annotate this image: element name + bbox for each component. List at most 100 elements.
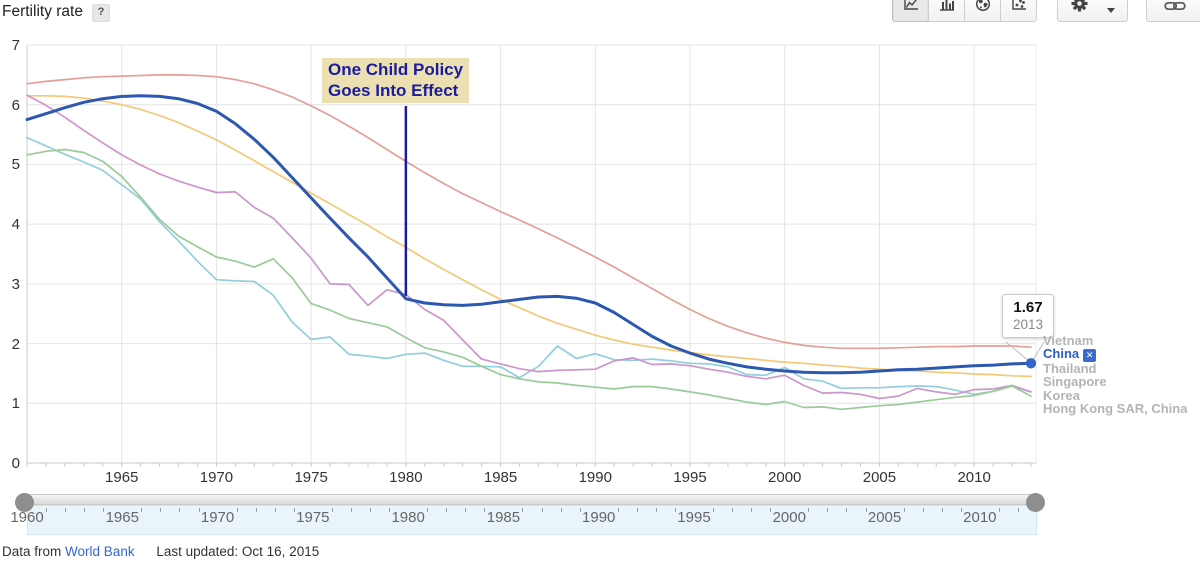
timeline-year-label: 1995 [677,509,711,526]
series-line-singapore[interactable] [26,136,1032,396]
timeline-tick [1017,508,1019,512]
timeline-tick [160,508,162,512]
chart-svg[interactable] [0,0,1200,492]
globe-icon [975,0,991,17]
x-axis-label: 1975 [294,469,328,486]
legend-item-singapore[interactable]: Singapore [1043,375,1187,388]
timeline-tick [46,508,48,512]
timeline-tick [922,508,924,512]
legend-item-china[interactable]: China ✕ [1043,346,1187,363]
timeline-year-label: 1975 [296,509,330,526]
slider-handle-left[interactable] [15,493,34,512]
gear-icon [1071,0,1088,17]
series-line-thailand[interactable] [26,94,1032,378]
timeline-year-label: 1990 [582,509,616,526]
tooltip-leader-line [1005,341,1030,362]
tooltip-value: 1.67 [1013,299,1043,316]
timeline-year-label: 2005 [867,509,902,526]
annotation-line1: One Child Policy [328,60,464,79]
y-axis-label: 4 [11,216,20,234]
legend-label: Hong Kong SAR, China [1043,400,1188,416]
timeline-tick [84,508,86,512]
timeline-year-label: 2000 [772,509,806,526]
slider-handle-right[interactable] [1026,493,1045,512]
y-axis-label: 2 [11,335,20,353]
timeline-tick [560,508,562,512]
line-chart-icon [902,0,919,17]
timeline-tick [179,508,181,512]
x-axis-label: 2010 [957,469,991,486]
help-button[interactable]: ? [92,4,110,22]
x-axis-label: 1965 [105,469,139,486]
legend-item-korea[interactable]: Korea [1043,389,1187,402]
share-link-button[interactable] [1146,0,1200,22]
footer: Data from World Bank Last updated: Oct 1… [2,544,319,559]
series-line-hong-kong-sar-china[interactable] [26,148,1032,411]
link-icon [1164,0,1186,17]
timeline-tick [713,508,715,512]
timeline-tick [636,508,638,512]
bar-chart-button[interactable] [928,0,965,22]
series-line-vietnam[interactable] [26,74,1032,350]
scatter-plot-icon [1010,0,1027,17]
timeline-tick [579,508,581,512]
timeline-tick [484,508,486,512]
timeline-tick [370,508,372,512]
timeline-year-label: 1980 [391,509,425,526]
legend-label: China [1043,346,1080,362]
y-axis-label: 6 [11,96,20,114]
scatter-plot-button[interactable] [1000,0,1037,22]
timeline-tick [198,508,200,512]
bar-chart-icon [938,0,955,17]
series-line-china[interactable] [25,94,1033,375]
settings-button[interactable] [1057,0,1128,22]
timeline-tick [103,508,105,512]
timeline-tick [65,508,67,512]
timeline-tick [998,508,1000,512]
timeline-year-label: 1985 [486,509,521,526]
x-axis-label: 1990 [578,469,612,486]
x-axis-label: 2000 [768,469,802,486]
legend: Vietnam China ✕ Thailand Singapore Korea Hong … [1043,334,1187,415]
timeline-year-label: 1960 [10,509,44,526]
timeline-tick [617,508,619,512]
caret-down-icon [1106,8,1115,13]
timeline-strip[interactable] [27,505,1037,535]
timeline-year-label: 2010 [963,509,997,526]
timeline-tick [751,508,753,512]
y-axis-label: 7 [11,37,20,54]
remove-series-button[interactable]: ✕ [1083,349,1097,363]
world-bank-link[interactable]: World Bank [65,544,135,559]
y-axis-label: 5 [11,156,20,174]
legend-item-thailand[interactable]: Thailand [1043,362,1187,375]
timeline-tick [465,508,467,512]
legend-label: Thailand [1043,361,1097,377]
timeline-year-label: 1970 [200,509,235,526]
legend-label: Korea [1043,387,1080,403]
x-axis-label: 1985 [483,469,518,486]
timeline-tick [732,508,734,512]
timeline-tick [655,508,657,512]
series-line-korea[interactable] [26,94,1032,400]
timeline-tick [903,508,905,512]
timeline-tick [446,508,448,512]
annotation-line2: Goes Into Effect [328,81,459,100]
page-title: Fertility rate [2,3,83,20]
y-axis-label: 1 [11,395,20,413]
timeline-tick [236,508,238,512]
timeline-tick [827,508,829,512]
timeline-tick [541,508,543,512]
timeline-tick [941,508,943,512]
timeline-tick [293,508,295,512]
timeline-tick [770,508,772,512]
legend-item-vietnam[interactable]: Vietnam [1043,334,1187,347]
timeline-tick [522,508,524,512]
timeline-tick [255,508,257,512]
timeline-tick [808,508,810,512]
tooltip-leader-line [1032,341,1045,361]
last-updated-text: Last updated: Oct 16, 2015 [156,544,320,559]
timeline-tick [274,508,276,512]
china-endpoint-dot[interactable] [1025,358,1037,369]
legend-item-hong-kong-sar-china[interactable]: Hong Kong SAR, China [1043,402,1187,415]
time-slider-track[interactable] [27,494,1037,505]
